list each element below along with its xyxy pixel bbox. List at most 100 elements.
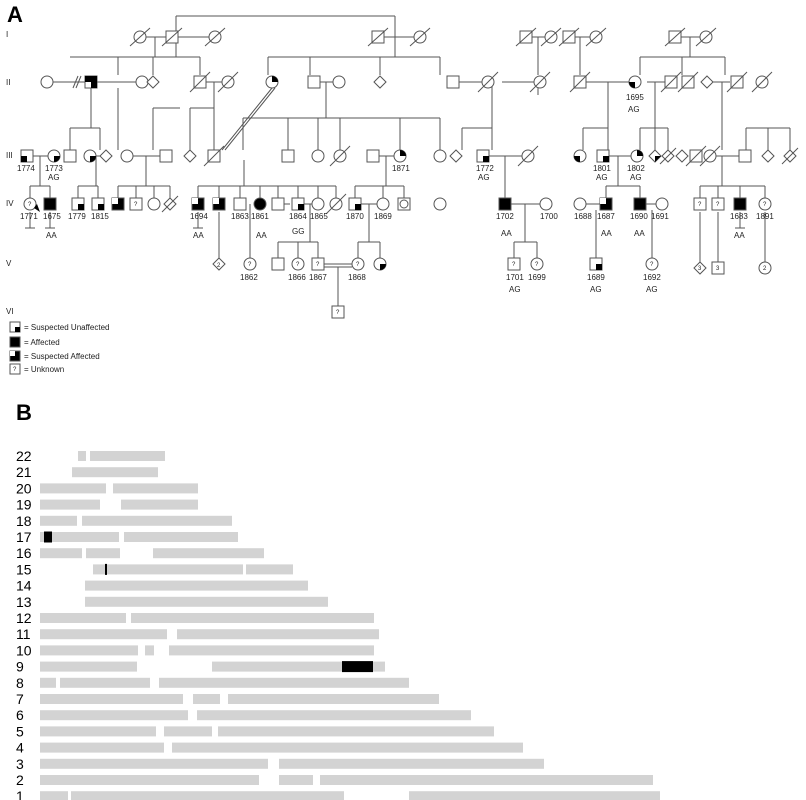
segment-chr13-0 — [85, 596, 328, 607]
generation-label-ii: II — [6, 78, 10, 87]
segment-chr9-1 — [212, 661, 385, 672]
legend-symbol-unknown — [9, 363, 21, 375]
id-1688: 1688 — [574, 212, 592, 221]
id-1771: 1771 — [20, 212, 38, 221]
generation-iv: ? ? ? ? ? — [23, 193, 772, 215]
generation-iii — [20, 145, 799, 167]
id-1870: 1870 — [346, 212, 364, 221]
segment-chr12-1 — [131, 613, 374, 623]
svg-text:?: ? — [296, 262, 300, 268]
id-1863: 1863 — [231, 212, 249, 221]
chromosome-label-3: 3 — [16, 756, 24, 772]
id-1779: 1779 — [68, 212, 86, 221]
chromosome-label-8: 8 — [16, 675, 24, 691]
generation-v: 2 ? ? ? ? ? ? ? 3 3 2 — [212, 257, 772, 275]
id-1866: 1866 — [288, 273, 306, 282]
id-1683: 1683 — [730, 212, 748, 221]
id-1891: 1891 — [756, 212, 774, 221]
genotype-1690: AA — [634, 229, 645, 238]
chromosome-label-22: 22 — [16, 448, 32, 464]
svg-text:?: ? — [650, 262, 654, 268]
svg-text:?: ? — [13, 367, 17, 373]
genotype-1801: AG — [596, 173, 608, 182]
id-1869: 1869 — [374, 212, 392, 221]
svg-text:?: ? — [134, 202, 138, 208]
segment-chr19-1 — [121, 499, 198, 510]
segment-chr17-0 — [40, 532, 119, 542]
chromosome-label-5: 5 — [16, 723, 24, 739]
legend-label-unknown: = Unknown — [24, 365, 64, 374]
segment-chr8-1 — [60, 677, 150, 688]
id-1862: 1862 — [240, 273, 258, 282]
segment-chr22-1 — [90, 451, 165, 461]
chromosome-label-14: 14 — [16, 578, 32, 594]
svg-text:?: ? — [716, 202, 720, 208]
id-1867: 1867 — [309, 273, 327, 282]
segment-chr16-0 — [40, 548, 82, 559]
id-1699: 1699 — [528, 273, 546, 282]
segment-chr10-0 — [40, 645, 138, 656]
id-1695: 1695 — [626, 93, 644, 102]
chromosome-label-19: 19 — [16, 497, 32, 513]
genotype-1864: GG — [292, 227, 304, 236]
id-1702: 1702 — [496, 212, 514, 221]
generation-label-v: V — [6, 259, 12, 268]
segment-chr10-1 — [145, 645, 154, 656]
svg-text:?: ? — [248, 262, 252, 268]
id-1773: 1773 — [45, 164, 63, 173]
genotype-1694: AA — [193, 231, 204, 240]
segment-chr1-0 — [40, 791, 68, 800]
genotype-1861: AA — [256, 231, 267, 240]
segment-chr8-2 — [159, 677, 409, 688]
segment-chr9-0 — [40, 661, 137, 672]
chromosome-label-18: 18 — [16, 513, 32, 529]
generation-label-iii: III — [6, 151, 13, 160]
id-1868: 1868 — [348, 273, 366, 282]
segment-chr3-0 — [40, 758, 268, 769]
segment-chr8-0 — [40, 677, 56, 688]
svg-text:2: 2 — [217, 263, 221, 269]
segment-chr2-2 — [320, 775, 653, 785]
legend-label-affected: = Affected — [24, 338, 60, 347]
id-1689: 1689 — [587, 273, 605, 282]
id-1864: 1864 — [289, 212, 307, 221]
genotype-1692: AG — [646, 285, 658, 294]
genotype-1773: AG — [48, 173, 60, 182]
svg-text:?: ? — [28, 202, 32, 208]
segment-chr5-1 — [164, 726, 212, 737]
segment-chr11-0 — [40, 629, 167, 640]
genotype-1683: AA — [734, 231, 745, 240]
segment-chr4-1 — [172, 742, 523, 753]
shared-region-chr17-0 — [44, 531, 52, 543]
segment-chr4-0 — [40, 742, 164, 753]
svg-text:?: ? — [512, 262, 516, 268]
genotype-1802: AG — [630, 173, 642, 182]
chromosome-label-4: 4 — [16, 740, 24, 756]
segment-chr14-0 — [85, 580, 308, 591]
segment-chr6-0 — [40, 710, 188, 721]
genotype-1687: AA — [601, 229, 612, 238]
svg-text:?: ? — [336, 310, 340, 316]
segment-chr16-2 — [153, 548, 264, 559]
segment-chr3-1 — [279, 758, 544, 769]
id-1861: 1861 — [251, 212, 269, 221]
svg-text:?: ? — [763, 202, 767, 208]
svg-text:?: ? — [535, 262, 539, 268]
id-1815: 1815 — [91, 212, 109, 221]
legend-label-suspected-unaffected: = Suspected Unaffected — [24, 323, 109, 332]
id-1687: 1687 — [597, 212, 615, 221]
genotype-1701: AG — [509, 285, 521, 294]
panel-b-label: B — [16, 400, 32, 425]
genotype-1689: AG — [590, 285, 602, 294]
segment-chr2-0 — [40, 775, 259, 785]
segment-chr18-0 — [40, 515, 77, 526]
chromosome-label-16: 16 — [16, 545, 32, 561]
id-1691: 1691 — [651, 212, 669, 221]
segment-chr5-2 — [218, 726, 494, 737]
segment-chr1-1 — [71, 791, 344, 800]
segment-chr10-2 — [169, 645, 374, 656]
generation-ii — [40, 71, 773, 93]
shared-region-chr15-0 — [105, 563, 107, 575]
svg-text:?: ? — [316, 262, 320, 268]
